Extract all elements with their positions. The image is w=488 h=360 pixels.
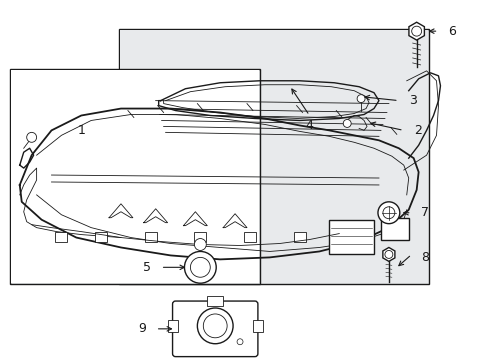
Circle shape xyxy=(203,314,226,338)
Bar xyxy=(207,296,223,306)
Bar xyxy=(55,231,67,242)
Bar xyxy=(194,231,206,242)
Bar xyxy=(380,218,408,239)
Text: 1: 1 xyxy=(77,124,85,137)
Circle shape xyxy=(237,339,243,345)
Bar xyxy=(244,231,255,242)
Text: 6: 6 xyxy=(447,24,455,38)
Circle shape xyxy=(190,257,210,277)
FancyBboxPatch shape xyxy=(172,301,257,357)
Text: 9: 9 xyxy=(138,322,145,336)
Circle shape xyxy=(384,251,392,258)
Bar xyxy=(144,231,156,242)
Circle shape xyxy=(382,207,394,219)
Circle shape xyxy=(197,308,233,344)
Bar xyxy=(167,320,177,332)
Text: 4: 4 xyxy=(305,119,313,132)
Circle shape xyxy=(194,239,206,251)
Bar xyxy=(343,231,354,242)
Circle shape xyxy=(356,95,365,103)
Bar xyxy=(328,220,373,255)
Bar xyxy=(95,231,107,242)
Bar xyxy=(120,30,427,283)
Text: 3: 3 xyxy=(408,94,416,107)
Bar xyxy=(11,70,258,283)
Text: 2: 2 xyxy=(413,124,421,137)
Circle shape xyxy=(184,251,216,283)
Bar xyxy=(293,231,305,242)
Bar xyxy=(119,29,427,284)
Text: 5: 5 xyxy=(142,261,150,274)
Circle shape xyxy=(411,26,421,36)
Bar xyxy=(10,69,259,284)
Circle shape xyxy=(27,132,37,142)
Circle shape xyxy=(377,202,399,224)
Circle shape xyxy=(343,120,350,127)
Text: 7: 7 xyxy=(420,206,428,219)
Bar xyxy=(252,320,263,332)
Text: 8: 8 xyxy=(420,251,428,264)
